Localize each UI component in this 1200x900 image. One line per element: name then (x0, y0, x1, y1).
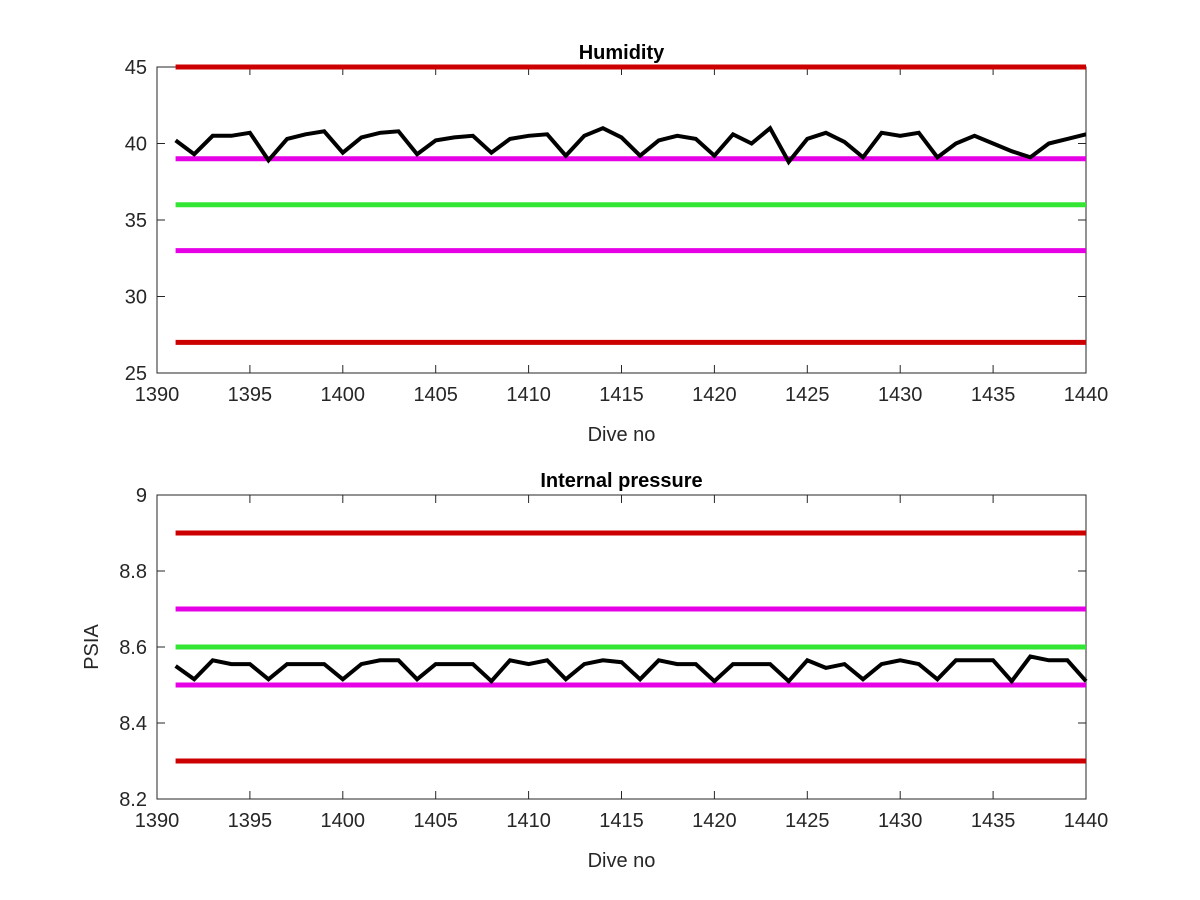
y-tick-label: 30 (125, 287, 147, 309)
y-axis-label: PSIA (81, 624, 103, 670)
x-tick-label: 1440 (1064, 384, 1109, 406)
plot-area (156, 66, 1087, 374)
x-tick-label: 1420 (692, 810, 737, 832)
y-tick-label: 40 (125, 134, 147, 156)
x-tick-label: 1410 (506, 810, 551, 832)
x-tick-label: 1405 (413, 384, 458, 406)
x-tick-label: 1395 (228, 810, 273, 832)
x-tick-label: 1435 (971, 810, 1016, 832)
y-tick-label: 8.6 (119, 637, 147, 659)
subplot-2: 1390 1395 1400 1405 1410 1415 1420 1425 1430 1435… (81, 470, 1108, 872)
y-tick-label: 9 (136, 485, 147, 507)
x-tick-label: 1430 (878, 384, 923, 406)
x-tick-label: 1415 (599, 810, 644, 832)
x-tick-label: 1435 (971, 384, 1016, 406)
series-line (174, 125, 1087, 166)
chart-title: Internal pressure (540, 470, 702, 492)
y-tick-label: 8.4 (119, 713, 147, 735)
y-tick-label: 8.8 (119, 561, 147, 583)
x-tick-label: 1390 (135, 384, 180, 406)
series-line (174, 654, 1088, 685)
x-tick-label: 1410 (506, 384, 551, 406)
x-tick-label: 1405 (413, 810, 458, 832)
x-tick-label: 1425 (785, 384, 830, 406)
x-tick-label: 1440 (1064, 810, 1109, 832)
x-tick-label: 1400 (321, 384, 366, 406)
x-tick-label: 1430 (878, 810, 923, 832)
x-axis-label: Dive no (588, 850, 656, 872)
x-tick-label: 1400 (321, 810, 366, 832)
x-tick-label: 1415 (599, 384, 644, 406)
y-tick-label: 45 (125, 57, 147, 79)
chart-title: Humidity (579, 42, 665, 64)
x-tick-label: 1390 (135, 810, 180, 832)
y-tick-label: 8.2 (119, 789, 147, 811)
x-tick-label: 1425 (785, 810, 830, 832)
x-axis-label: Dive no (588, 424, 656, 446)
x-tick-label: 1395 (228, 384, 273, 406)
y-tick-label: 25 (125, 363, 147, 385)
subplot-1: 1390 1395 1400 1405 1410 1415 1420 1425 1430 1435… (125, 42, 1109, 446)
y-tick-label: 35 (125, 210, 147, 232)
x-tick-label: 1420 (692, 384, 737, 406)
